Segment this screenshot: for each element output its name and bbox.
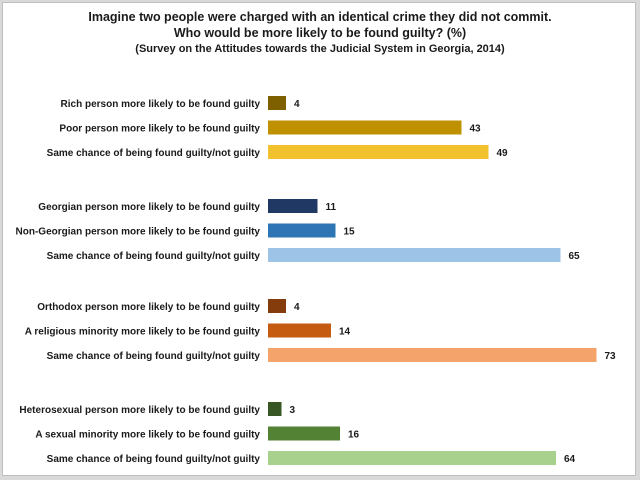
bar-group: Orthodox person more likely to be found … (25, 299, 616, 362)
title-line-1: Imagine two people were charged with an … (88, 10, 552, 24)
value-label: 73 (605, 351, 617, 362)
category-label: Orthodox person more likely to be found … (37, 302, 260, 313)
bar (268, 199, 318, 213)
bar (268, 120, 462, 135)
category-label: Non-Georgian person more likely to be fo… (16, 227, 261, 238)
bar (268, 323, 331, 338)
bar (268, 145, 489, 159)
title-line-2: Who would be more likely to be found gui… (173, 26, 467, 40)
bar (268, 402, 282, 416)
bar (268, 96, 286, 110)
bar (268, 223, 336, 238)
value-label: 65 (569, 251, 581, 262)
bar-chart-plot: Rich person more likely to be found guil… (16, 96, 616, 465)
category-label: A sexual minority more likely to be foun… (35, 430, 260, 441)
subtitle-year: , 2014) (470, 43, 505, 55)
bar (268, 299, 286, 313)
category-label: Same chance of being found guilty/not gu… (47, 351, 261, 362)
subtitle-main: (Survey on the Attitudes towards the Jud… (135, 43, 471, 55)
bar-group: Heterosexual person more likely to be fo… (19, 402, 576, 465)
chart-title: Imagine two people were charged with an … (3, 9, 637, 57)
category-label: Same chance of being found guilty/not gu… (47, 454, 261, 465)
value-label: 4 (294, 302, 300, 313)
category-label: Georgian person more likely to be found … (38, 202, 260, 213)
category-label: Heterosexual person more likely to be fo… (19, 405, 260, 416)
chart-frame: Imagine two people were charged with an … (2, 2, 636, 476)
value-label: 16 (348, 430, 360, 441)
category-label: A religious minority more likely to be f… (25, 327, 261, 338)
value-label: 11 (326, 202, 337, 213)
category-label: Poor person more likely to be found guil… (59, 124, 260, 135)
category-label: Same chance of being found guilty/not gu… (47, 251, 261, 262)
bar (268, 248, 561, 262)
category-label: Rich person more likely to be found guil… (61, 99, 261, 110)
bar (268, 426, 340, 441)
value-label: 15 (344, 227, 356, 238)
value-label: 4 (294, 99, 300, 110)
bar (268, 348, 597, 362)
category-label: Same chance of being found guilty/not gu… (47, 148, 261, 159)
chart-subtitle: (Survey on the Attitudes towards the Jud… (3, 41, 637, 57)
value-label: 3 (290, 405, 296, 416)
bar-group: Rich person more likely to be found guil… (47, 96, 508, 159)
value-label: 43 (470, 124, 482, 135)
value-label: 64 (564, 454, 576, 465)
value-label: 49 (497, 148, 509, 159)
bar-group: Georgian person more likely to be found … (16, 199, 581, 262)
bar (268, 451, 556, 465)
value-label: 14 (339, 327, 351, 338)
